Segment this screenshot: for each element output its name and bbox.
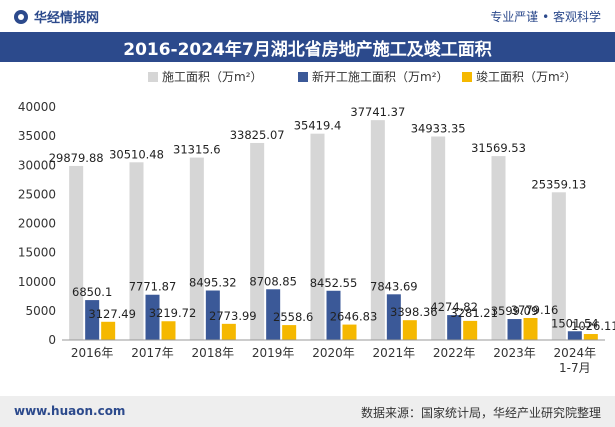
y-tick-label: 30000 (18, 158, 56, 172)
bar-series0-5 (370, 120, 385, 340)
data-label-series0-7: 31569.53 (471, 141, 526, 155)
y-tick-label: 25000 (18, 187, 56, 201)
data-label-series0-6: 34933.35 (411, 122, 466, 136)
brand-logo-icon (14, 9, 28, 24)
bar-series1-3 (266, 289, 281, 340)
chart-area: 施工面积（万m²） 新开工施工面积（万m²） 竣工面积（万m²） 0 5000 1000… (18, 69, 615, 375)
bar-series0-2 (189, 157, 204, 340)
bar-series0-8 (551, 192, 566, 340)
legend: 施工面积（万m²） 新开工施工面积（万m²） 竣工面积（万m²） (148, 69, 577, 84)
bar-series1-0 (85, 300, 100, 340)
bar-series0-7 (491, 156, 506, 340)
legend-label-0: 施工面积（万m²） (162, 70, 263, 84)
bar-series1-4 (326, 290, 341, 340)
x-tick-label: 2020年 (312, 346, 355, 360)
bar-series0-1 (129, 162, 144, 340)
data-label-series1-2: 8495.32 (189, 276, 237, 290)
legend-swatch-1 (298, 72, 308, 82)
legend-swatch-0 (148, 72, 158, 82)
x-tick-label: 2024年 1-7月 (554, 346, 597, 375)
bar-series2-2 (221, 323, 236, 340)
bars (69, 120, 598, 340)
data-source: 数据来源：国家统计局，华经产业研究院整理 (360, 406, 601, 420)
x-tick-label: 2018年 (192, 346, 235, 360)
x-tick-label: 2017年 (131, 346, 174, 360)
data-label-series0-1: 30510.48 (109, 147, 164, 161)
chart-title: 2016-2024年7月湖北省房地产施工及竣工面积 (123, 39, 492, 60)
data-label-series1-0: 6850.1 (72, 285, 112, 299)
top-bar: 华经情报网 专业严谨 • 客观科学 (0, 0, 615, 32)
y-axis: 0 5000 10000 15000 20000 25000 30000 35000 40000 (18, 100, 56, 347)
footer: www.huaon.com 数据来源：国家统计局，华经产业研究院整理 (0, 396, 615, 427)
bar-series0-4 (310, 133, 325, 340)
title-bar: 2016-2024年7月湖北省房地产施工及竣工面积 (0, 32, 615, 62)
data-label-series2-0: 3127.49 (88, 307, 136, 321)
y-tick-label: 0 (48, 333, 56, 347)
bar-series1-5 (386, 294, 401, 340)
brand: 华经情报网 (14, 7, 99, 26)
data-label-series1-7: 3599.09 (491, 304, 539, 318)
y-tick-label: 20000 (18, 217, 56, 231)
bar-series0-3 (250, 142, 265, 340)
data-label-series1-8: 1501.54 (551, 316, 599, 330)
bar-series2-0 (101, 321, 116, 340)
y-tick-label: 5000 (25, 304, 56, 318)
y-tick-label: 35000 (18, 129, 56, 143)
data-label-series0-4: 35419.4 (294, 119, 342, 133)
x-axis: 2016年 2017年 2018年 2019年 2020年 2021年 2022年 2023年… (62, 339, 605, 375)
data-label-series0-8: 25359.13 (531, 177, 586, 191)
bar-series2-8 (583, 334, 598, 340)
bar-series1-6 (447, 315, 462, 340)
data-label-series2-3: 2558.6 (273, 310, 313, 324)
data-labels: 29879.88 6850.1 3127.49 30510.48 7771.87 3219… (49, 105, 615, 333)
data-label-series2-2: 2773.99 (209, 309, 257, 323)
bar-series1-8 (567, 331, 582, 340)
data-label-series1-5: 7843.69 (370, 279, 418, 293)
bar-series1-1 (145, 294, 160, 340)
bar-series2-7 (523, 317, 538, 340)
website-link[interactable]: www.huaon.com (14, 404, 126, 418)
y-tick-label: 10000 (18, 275, 56, 289)
data-label-series1-3: 8708.85 (249, 274, 297, 288)
x-tick-label: 2021年 (373, 346, 416, 360)
legend-label-2: 竣工面积（万m²） (476, 69, 577, 84)
bar-series0-6 (431, 136, 446, 340)
data-label-series2-6: 3281.21 (450, 306, 498, 320)
data-label-series2-7: 3779.16 (511, 303, 559, 317)
data-label-series0-5: 37741.37 (350, 105, 405, 119)
brand-name: 华经情报网 (34, 11, 100, 26)
data-label-series0-3: 33825.07 (230, 128, 285, 142)
slogan: 专业严谨 • 客观科学 (490, 10, 601, 24)
data-label-series1-1: 7771.87 (129, 280, 177, 294)
bar-series2-6 (463, 320, 478, 340)
x-tick-label: 2016年 (71, 346, 114, 360)
legend-label-1: 新开工施工面积（万m²） (312, 69, 449, 84)
y-tick-label: 40000 (18, 100, 56, 114)
bar-series2-5 (402, 320, 417, 340)
data-label-series2-4: 2646.83 (330, 310, 378, 324)
bar-series1-2 (205, 290, 220, 340)
data-label-series2-5: 3398.36 (390, 305, 438, 319)
x-tick-label: 2023年 (493, 346, 536, 360)
bar-series2-4 (342, 324, 357, 340)
bar-series1-7 (507, 319, 522, 340)
legend-swatch-2 (462, 72, 472, 82)
data-label-series1-4: 8452.55 (310, 276, 358, 290)
data-label-series0-2: 31315.6 (173, 143, 221, 157)
bar-series0-0 (69, 165, 84, 340)
data-label-series2-1: 3219.72 (149, 306, 197, 320)
x-tick-label: 2022年 (433, 346, 476, 360)
x-tick-label: 2019年 (252, 346, 295, 360)
data-label-series0-0: 29879.88 (49, 151, 104, 165)
bar-series2-3 (282, 325, 297, 340)
data-label-series1-6: 4274.82 (430, 300, 478, 314)
bar-series2-1 (161, 321, 176, 340)
data-label-series2-8: 1026.11 (571, 319, 615, 333)
y-tick-label: 15000 (18, 246, 56, 260)
